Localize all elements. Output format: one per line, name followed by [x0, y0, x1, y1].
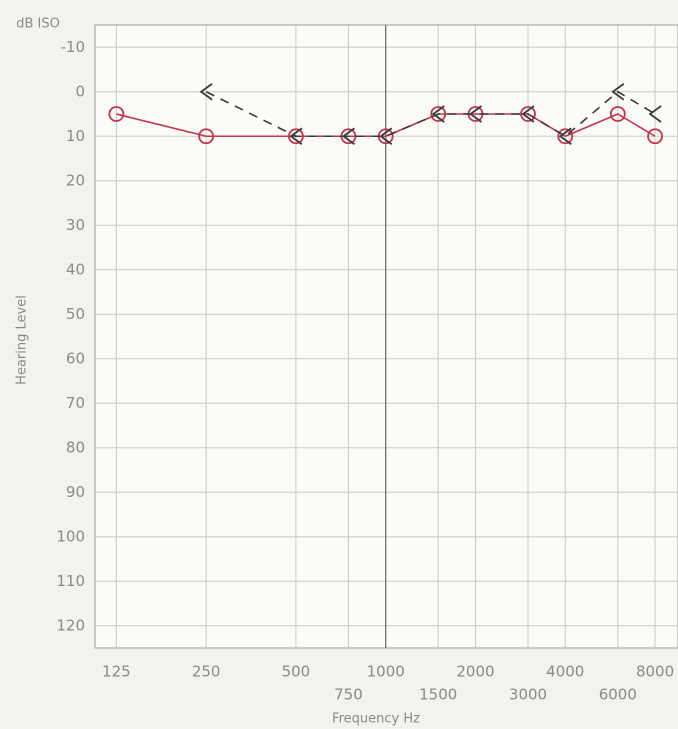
y-tick-label: 0: [75, 82, 85, 100]
x-tick-label: 3000: [509, 686, 547, 704]
x-tick-label: 500: [282, 663, 311, 681]
y-tick-label: 80: [66, 438, 85, 456]
marker-bracket: [521, 105, 535, 123]
y-tick-label: -10: [61, 38, 86, 56]
marker-bracket: [431, 105, 445, 123]
y-tick-label: 40: [66, 260, 85, 278]
x-tick-label: 4000: [546, 663, 584, 681]
y-tick-label: 10: [66, 127, 85, 145]
marker-bracket: [468, 105, 483, 123]
y-tick-label: 120: [56, 616, 85, 634]
marker-bracket: [341, 127, 355, 145]
marker-circle: [520, 106, 536, 122]
marker-bracket: [611, 83, 625, 101]
marker-circle: [288, 128, 304, 145]
y-tick-label: 70: [66, 394, 85, 412]
x-axis-label: Frequency Hz: [332, 712, 420, 727]
y-title: dB ISO: [16, 17, 60, 32]
x-tick-label: 8000: [636, 663, 674, 681]
marker-circle: [430, 106, 447, 122]
y-tick-label: 90: [66, 483, 85, 501]
x-tick-label: 1500: [419, 686, 457, 704]
marker-bracket: [289, 127, 303, 145]
x-tick-label: 750: [334, 686, 363, 704]
marker-circle: [557, 128, 574, 145]
marker-bracket: [199, 83, 213, 101]
y-tick-label: 110: [56, 572, 85, 590]
marker-circle: [609, 106, 626, 122]
plot-area: [94, 24, 678, 649]
x-tick-label: 1000: [367, 663, 405, 681]
x-tick-label: 125: [102, 663, 131, 681]
x-tick-label: 2000: [456, 663, 494, 681]
marker-bracket: [648, 105, 662, 123]
y-tick-label: 100: [56, 527, 85, 545]
y-tick-label: 50: [66, 305, 85, 323]
marker-bracket: [558, 127, 572, 145]
y-axis-label: Hearing Level: [15, 295, 30, 385]
marker-circle: [198, 128, 215, 145]
y-tick-label: 30: [66, 216, 85, 234]
x-tick-label: 6000: [599, 686, 637, 704]
x-tick-label: 250: [192, 663, 221, 681]
marker-bracket: [379, 127, 393, 145]
y-tick-label: 60: [66, 349, 85, 367]
y-tick-label: 20: [66, 171, 85, 189]
marker-circle: [108, 106, 125, 122]
marker-circle: [647, 128, 663, 145]
